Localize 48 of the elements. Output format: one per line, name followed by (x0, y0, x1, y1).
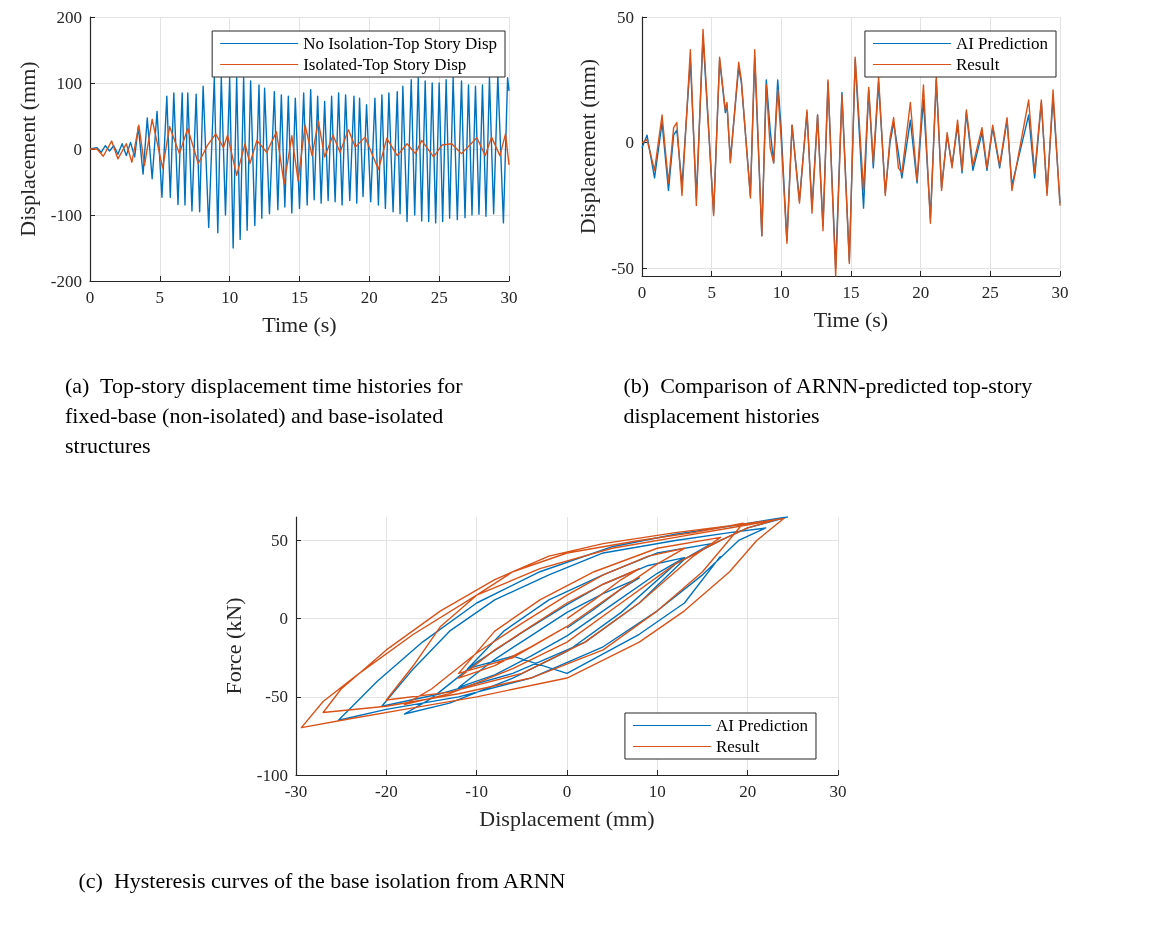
x-tick-label: 20 (360, 288, 378, 307)
x-tick-label: -10 (465, 782, 488, 801)
legend-label: Isolated-Top Story Disp (303, 55, 467, 74)
x-tick-label: 20 (912, 283, 930, 302)
x-tick-label: 25 (981, 283, 999, 302)
legend-label: Result (955, 55, 1000, 74)
x-tick-label: 30 (1051, 283, 1069, 302)
x-tick-label: 5 (707, 283, 716, 302)
y-tick-label: 50 (617, 7, 634, 27)
x-tick-label: 0 (637, 283, 647, 302)
text: (b) Comparison of ARNN-predicted top-story displacement histories (623, 372, 1038, 428)
legend-label: Result (715, 737, 760, 756)
y-tick-label: -100 (256, 765, 288, 785)
y-tick-label: -100 (50, 205, 82, 225)
legend-label: AI Prediction (715, 716, 809, 735)
x-axis-title: Time (s) (813, 306, 889, 332)
y-tick-label: 100 (56, 73, 82, 93)
x-axis-title: Displacement (mm) (479, 805, 655, 831)
x-tick-label: 20 (739, 782, 757, 801)
y-axis-title: Force (kN) (220, 597, 246, 695)
x-tick-label: 0 (562, 782, 572, 801)
y-tick-label: 200 (56, 7, 82, 27)
x-tick-label: 15 (291, 288, 308, 307)
y-tick-label: -50 (265, 687, 288, 707)
text: (c) Hysteresis curves of the base isolation from ARNN (78, 867, 566, 893)
y-tick-label: 0 (625, 133, 634, 153)
y-tick-label: -50 (611, 258, 634, 278)
legend-label: No Isolation-Top Story Disp (303, 34, 498, 53)
y-tick-label: 0 (73, 139, 82, 159)
text: (a) Top-story displacement time histories for fixed-base (non-isolated) and base-isolated structures (65, 372, 469, 458)
y-tick-label: 0 (279, 609, 288, 629)
x-tick-label: 25 (430, 288, 448, 307)
x-tick-label: 30 (500, 288, 518, 307)
x-tick-label: 10 (648, 782, 666, 801)
x-tick-label: 10 (221, 288, 239, 307)
y-tick-label: -200 (50, 271, 82, 291)
x-axis-title: Time (s) (262, 311, 337, 337)
x-tick-label: 0 (85, 288, 95, 307)
y-axis-title: Displacement (mm) (14, 61, 40, 237)
x-tick-label: 15 (842, 283, 860, 302)
y-axis-title: Displacement (mm) (574, 58, 600, 235)
x-tick-label: -30 (284, 782, 308, 801)
x-tick-label: 30 (829, 782, 847, 801)
x-tick-label: 10 (772, 283, 790, 302)
legend-label: AI Prediction (955, 34, 1049, 53)
y-tick-label: 50 (271, 530, 288, 550)
x-tick-label: -20 (375, 782, 398, 801)
x-tick-label: 5 (155, 288, 165, 307)
